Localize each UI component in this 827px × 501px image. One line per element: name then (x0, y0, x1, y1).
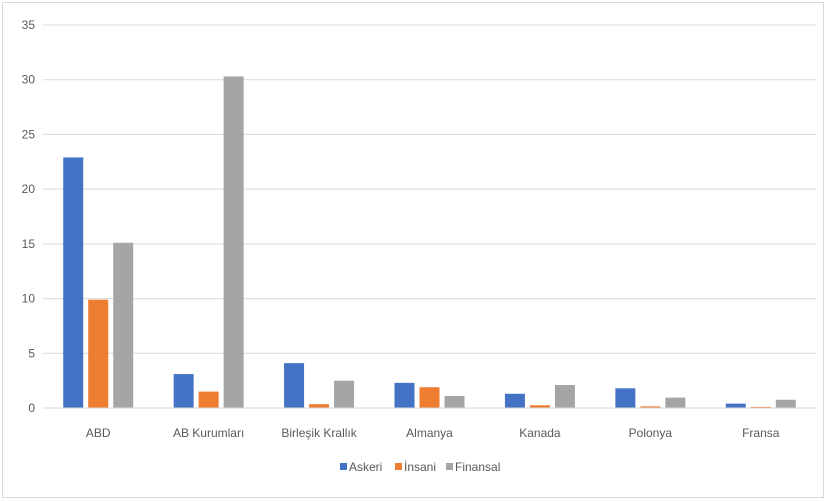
y-tick-label: 35 (22, 18, 36, 32)
x-axis-tick-labels: ABD AB Kurumları Birleşik Krallık Almanya Ka… (86, 426, 780, 440)
x-tick-label: Fransa (742, 426, 780, 440)
bar-2-5 (665, 397, 686, 408)
x-tick-label: ABD (86, 426, 111, 440)
legend: Askeri İnsani Finansal (340, 460, 500, 474)
x-tick-label: Almanya (406, 426, 453, 440)
y-tick-label: 20 (22, 182, 36, 196)
x-tick-label: Birleşik Krallık (281, 426, 357, 440)
bar-1-0 (88, 299, 109, 408)
bar-0-0 (63, 157, 84, 408)
bar-2-3 (444, 395, 465, 408)
gridlines (43, 24, 816, 354)
bar-0-3 (394, 382, 415, 408)
y-axis-tick-labels: 0 5 10 15 20 25 30 35 (22, 18, 36, 415)
bar-1-4 (529, 405, 550, 408)
bar-0-4 (504, 393, 525, 408)
legend-label: Finansal (455, 460, 500, 474)
legend-label: İnsani (404, 460, 436, 474)
bars (63, 76, 796, 408)
legend-swatch (340, 463, 347, 470)
bar-2-6 (775, 399, 796, 408)
y-tick-label: 25 (22, 127, 36, 141)
x-tick-label: AB Kurumları (173, 426, 244, 440)
y-tick-label: 30 (22, 73, 36, 87)
y-tick-label: 15 (22, 237, 36, 251)
bar-1-5 (640, 406, 661, 408)
bar-2-1 (223, 76, 244, 408)
bar-0-2 (284, 363, 305, 408)
y-tick-label: 5 (28, 346, 35, 360)
bar-0-5 (615, 388, 636, 408)
bar-1-3 (419, 387, 440, 408)
bar-2-0 (113, 242, 134, 408)
bar-1-1 (198, 391, 219, 408)
legend-swatch (446, 463, 453, 470)
x-tick-label: Polonya (629, 426, 673, 440)
y-tick-label: 0 (28, 401, 35, 415)
legend-swatch (395, 463, 402, 470)
bar-2-2 (334, 380, 355, 408)
bar-2-4 (554, 385, 575, 408)
legend-label: Askeri (349, 460, 382, 474)
bar-1-2 (309, 404, 330, 408)
x-tick-label: Kanada (519, 426, 561, 440)
bar-0-6 (725, 403, 746, 408)
bar-0-1 (173, 374, 194, 408)
bar-1-6 (750, 406, 771, 408)
y-tick-label: 10 (22, 292, 36, 306)
